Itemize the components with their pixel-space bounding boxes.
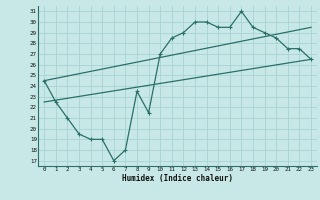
X-axis label: Humidex (Indice chaleur): Humidex (Indice chaleur) bbox=[122, 174, 233, 183]
